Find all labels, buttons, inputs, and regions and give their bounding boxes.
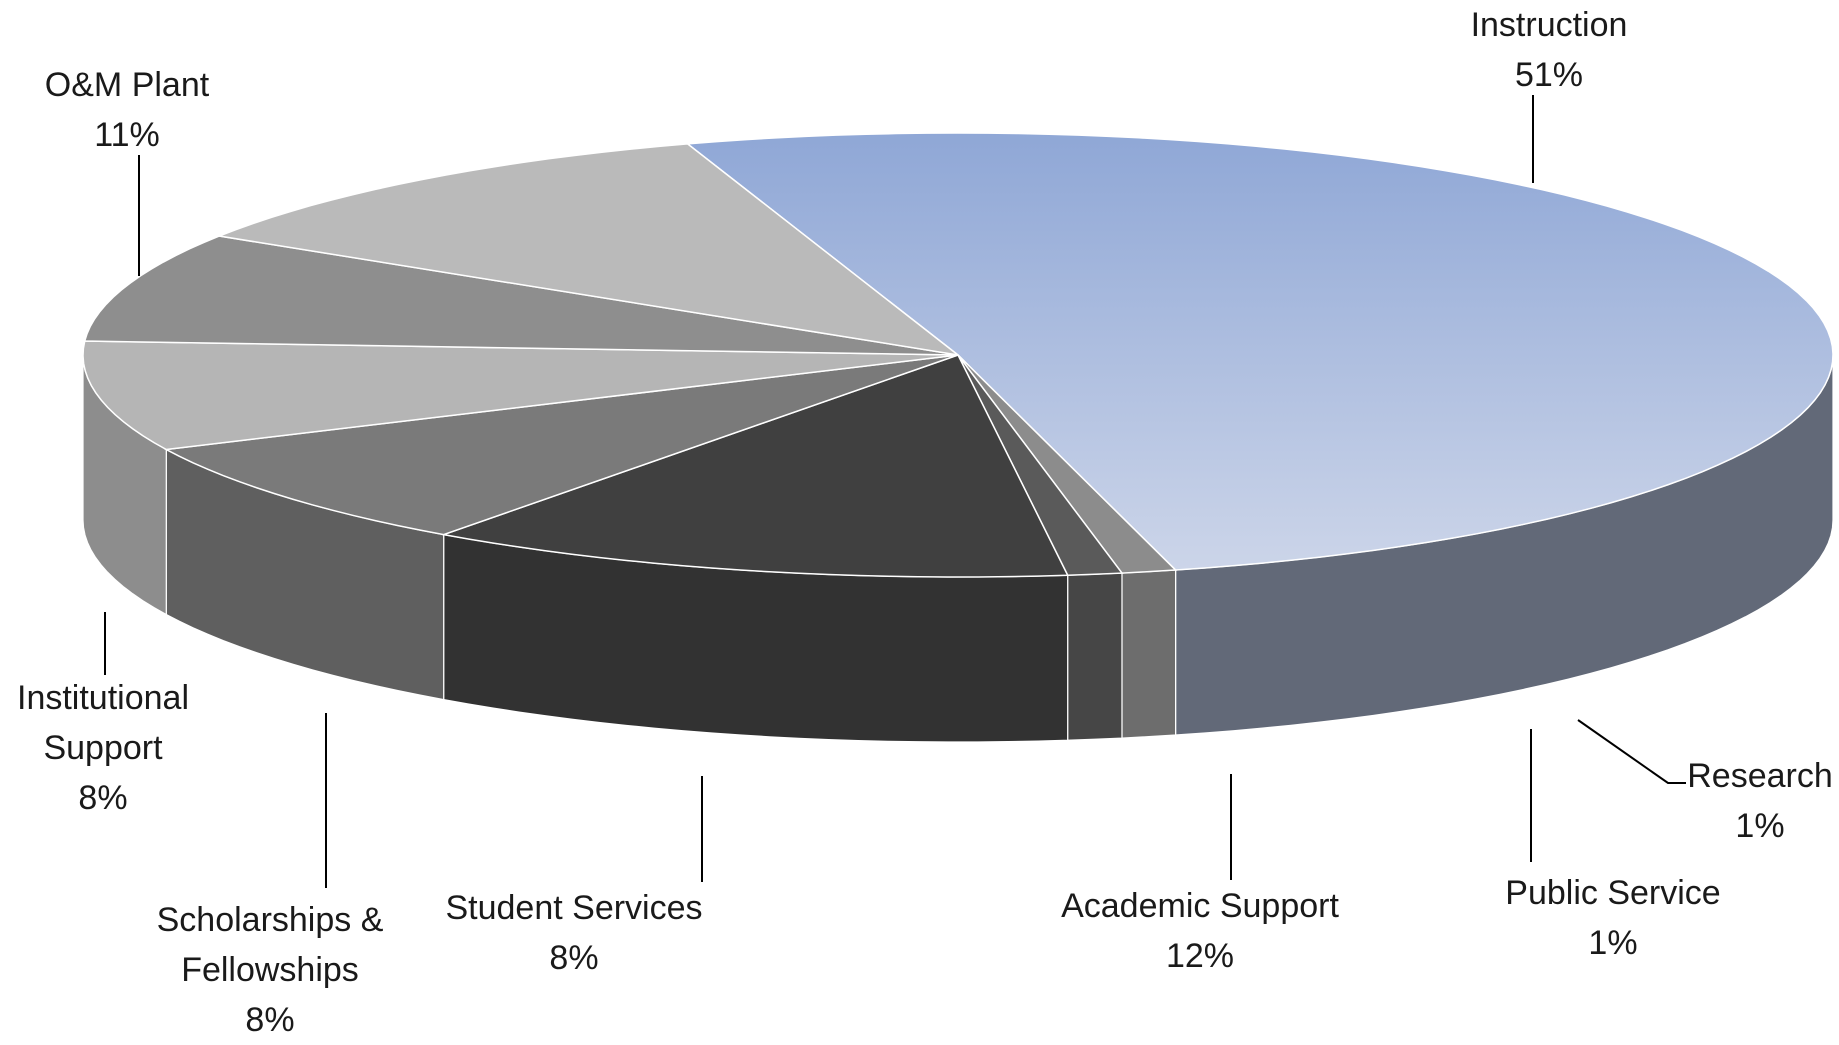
slice-institutional-support [83, 235, 959, 356]
data-label-institutional-support: Institutional Support 8% [17, 673, 189, 823]
data-label-value: 11% [94, 116, 160, 154]
data-label-value: 1% [1735, 807, 1785, 845]
data-label-scholarships-and-fellowships: Scholarships & Fellowships 8% [157, 895, 384, 1045]
leader-line-research [1577, 719, 1686, 784]
data-label-name-line: Public Service [1505, 874, 1721, 912]
data-label-name-line: Scholarships & [156, 901, 384, 939]
slice-side-research [1121, 569, 1177, 739]
slice-instruction [685, 132, 1834, 571]
data-label-research: Research 1% [1687, 751, 1833, 851]
data-label-student-services: Student Services 8% [445, 883, 702, 983]
data-label-value: 1% [1588, 924, 1638, 962]
data-label-instruction: Instruction 51% [1471, 0, 1628, 100]
data-label-value: 8% [78, 779, 128, 817]
data-label-value: 8% [549, 939, 599, 977]
data-label-oandm-plant: O&M Plant 11% [45, 60, 209, 160]
data-label-name-line: Academic Support [1061, 887, 1339, 925]
slice-scholarships-and-fellowships [82, 340, 959, 451]
data-label-name-line: Institutional [17, 679, 189, 717]
data-label-public-service: Public Service 1% [1505, 868, 1720, 968]
data-label-academic-support: Academic Support 12% [1061, 881, 1339, 981]
slice-student-services [163, 354, 959, 536]
data-label-name-line: Fellowships [181, 951, 359, 989]
slice-oandm-plant [216, 143, 959, 356]
data-label-name-line: Student Services [445, 889, 703, 927]
data-label-name-line: Support [43, 729, 163, 767]
data-label-name-line: Research [1687, 757, 1833, 795]
data-label-name-line: O&M Plant [44, 66, 210, 104]
data-label-name-line: Instruction [1470, 6, 1628, 44]
slice-side-public-service [1067, 572, 1123, 741]
data-label-value: 12% [1165, 937, 1235, 975]
data-label-value: 51% [1514, 56, 1584, 94]
data-label-value: 8% [245, 1001, 295, 1039]
slice-academic-support [440, 354, 1069, 578]
